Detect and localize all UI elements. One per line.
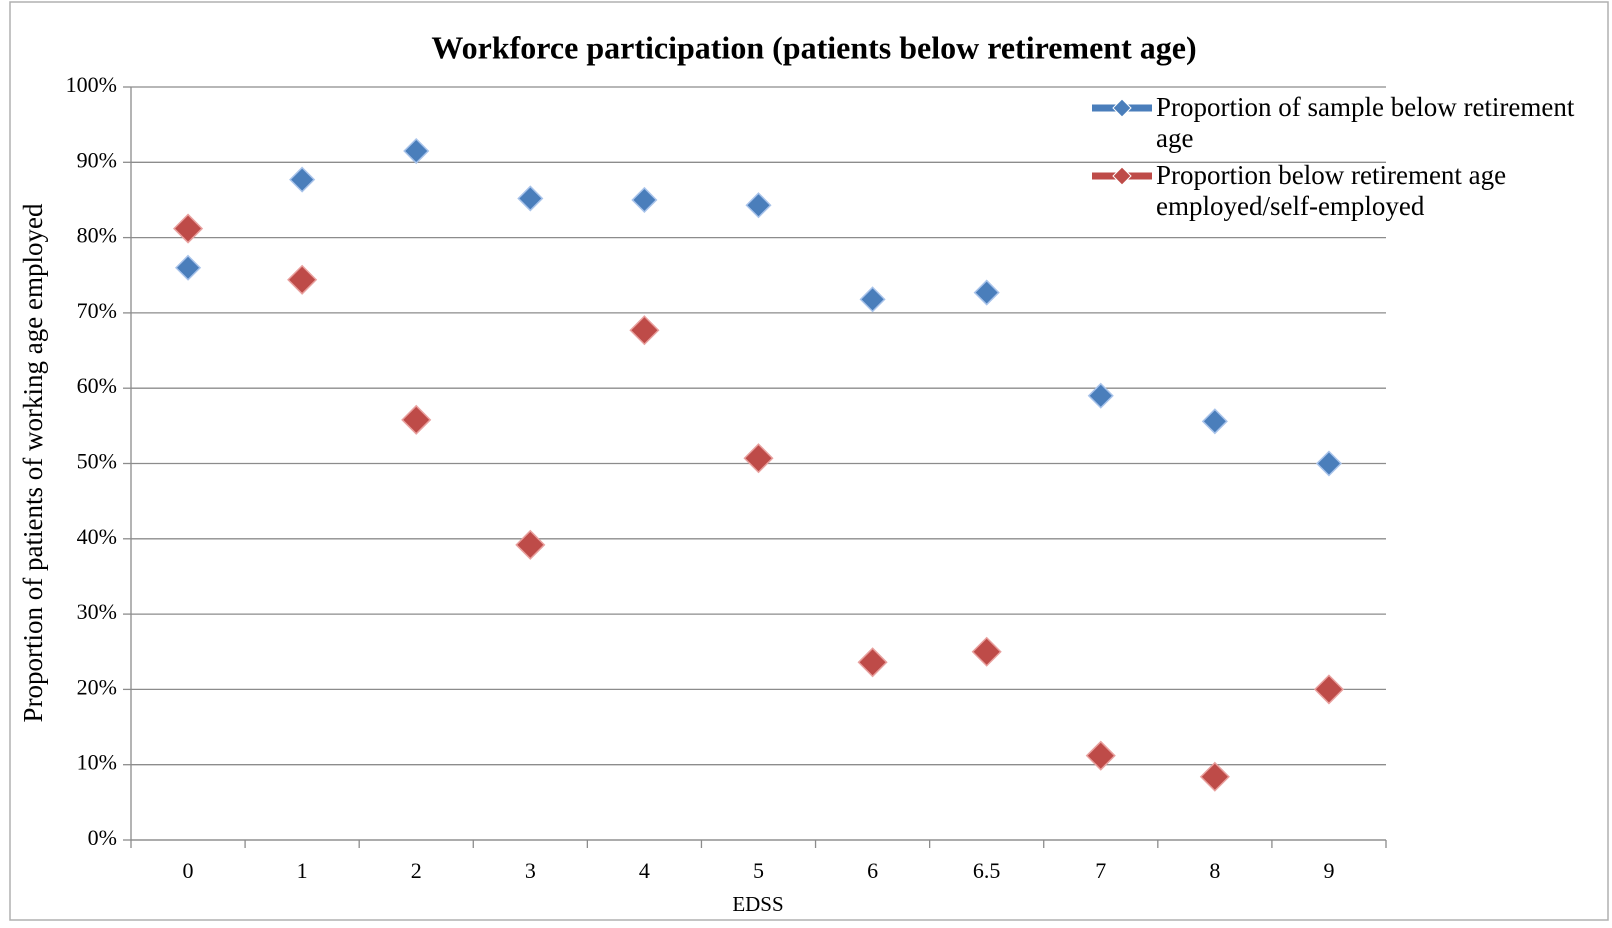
data-point xyxy=(1087,382,1114,409)
data-point xyxy=(745,192,772,219)
x-tick-label: 3 xyxy=(525,858,536,883)
data-point xyxy=(403,137,430,165)
y-tick-label: 20% xyxy=(77,674,117,699)
y-tick-label: 30% xyxy=(77,599,117,624)
data-point xyxy=(289,166,316,193)
legend-marker xyxy=(1112,98,1132,118)
x-tick-label: 6.5 xyxy=(973,858,1001,883)
x-tick-label: 2 xyxy=(411,858,422,883)
data-point xyxy=(1085,740,1116,771)
y-tick-label: 0% xyxy=(88,825,117,850)
data-point xyxy=(517,185,544,212)
x-tick-label: 1 xyxy=(297,858,308,883)
data-point xyxy=(1315,450,1343,477)
y-tick-label: 40% xyxy=(77,524,117,549)
data-point xyxy=(973,279,1000,306)
data-point xyxy=(401,404,432,435)
data-point xyxy=(1199,761,1230,792)
x-axis-label: EDSS xyxy=(732,892,783,916)
data-point xyxy=(1201,408,1228,435)
x-tick-label: 8 xyxy=(1209,858,1220,883)
x-tick-label: 5 xyxy=(753,858,764,883)
x-tick-label: 0 xyxy=(183,858,194,883)
x-tick-label: 9 xyxy=(1323,858,1334,883)
data-point xyxy=(857,647,888,678)
data-point xyxy=(1313,674,1345,705)
x-tick-label: 4 xyxy=(639,858,650,883)
legend-swatch xyxy=(1092,98,1152,118)
data-point xyxy=(743,443,774,474)
y-tick-label: 50% xyxy=(77,449,117,474)
y-tick-label: 90% xyxy=(77,147,117,172)
data-point xyxy=(172,213,204,244)
chart-border xyxy=(9,1,1609,921)
legend-swatch xyxy=(1092,166,1152,186)
y-tick-label: 10% xyxy=(77,750,117,775)
x-tick-label: 7 xyxy=(1095,858,1106,883)
legend: Proportion of sample below retirement ag… xyxy=(1090,92,1610,228)
legend-label: Proportion below retirement age employed… xyxy=(1156,160,1507,221)
legend-item: Proportion of sample below retirement ag… xyxy=(1090,92,1610,154)
data-point xyxy=(629,315,660,346)
legend-label: Proportion of sample below retirement ag… xyxy=(1156,92,1575,153)
legend-marker xyxy=(1112,166,1132,186)
x-tick-label: 6 xyxy=(867,858,878,883)
data-point xyxy=(515,529,546,560)
y-tick-label: 80% xyxy=(77,223,117,248)
data-point xyxy=(631,186,658,214)
y-tick-label: 70% xyxy=(77,298,117,323)
chart-title: Workforce participation (patients below … xyxy=(431,29,1196,65)
y-tick-label: 100% xyxy=(66,72,117,97)
y-tick-label: 60% xyxy=(77,373,117,398)
data-point xyxy=(971,636,1002,667)
legend-item: Proportion below retirement age employed… xyxy=(1090,160,1610,222)
data-point xyxy=(287,264,318,295)
y-axis-label: Proportion of patients of working age em… xyxy=(18,203,48,722)
data-point xyxy=(174,254,202,281)
data-point xyxy=(859,286,886,313)
